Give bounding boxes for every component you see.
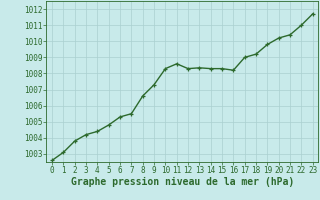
X-axis label: Graphe pression niveau de la mer (hPa): Graphe pression niveau de la mer (hPa) bbox=[71, 177, 294, 187]
